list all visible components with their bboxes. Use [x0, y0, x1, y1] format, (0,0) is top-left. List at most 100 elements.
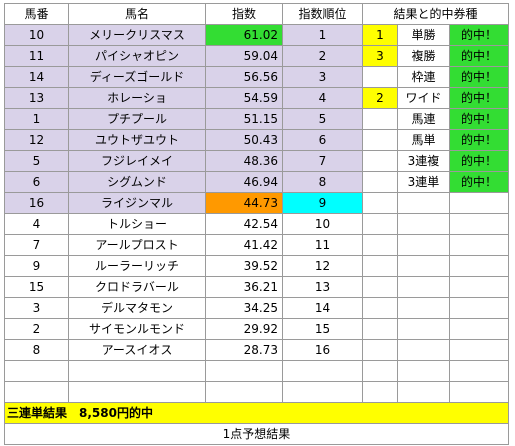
- cell-ticket[interactable]: 3連複: [397, 150, 450, 172]
- cell-umaban[interactable]: 12: [4, 129, 69, 151]
- cell-juni[interactable]: 1: [282, 24, 363, 46]
- cell-ticket[interactable]: 複勝: [397, 45, 450, 67]
- cell-rank-mark[interactable]: [362, 234, 398, 256]
- header-kekka[interactable]: 結果と的中券種: [362, 3, 509, 25]
- cell-shisu[interactable]: 36.21: [205, 276, 283, 298]
- cell-hit[interactable]: [449, 339, 509, 361]
- cell-rank-mark[interactable]: [362, 192, 398, 214]
- cell-juni[interactable]: 2: [282, 45, 363, 67]
- blank-cell[interactable]: [362, 360, 398, 382]
- cell-bamei[interactable]: ホレーショ: [68, 87, 206, 109]
- cell-shisu[interactable]: 44.73: [205, 192, 283, 214]
- cell-hit[interactable]: [449, 318, 509, 340]
- cell-umaban[interactable]: 10: [4, 24, 69, 46]
- cell-umaban[interactable]: 2: [4, 318, 69, 340]
- blank-cell[interactable]: [449, 360, 509, 382]
- cell-shisu[interactable]: 56.56: [205, 66, 283, 88]
- cell-umaban[interactable]: 14: [4, 66, 69, 88]
- cell-ticket[interactable]: [397, 234, 450, 256]
- cell-bamei[interactable]: サイモンルモンド: [68, 318, 206, 340]
- cell-juni[interactable]: 6: [282, 129, 363, 151]
- cell-rank-mark[interactable]: [362, 171, 398, 193]
- cell-shisu[interactable]: 48.36: [205, 150, 283, 172]
- cell-shisu[interactable]: 51.15: [205, 108, 283, 130]
- cell-rank-mark[interactable]: [362, 276, 398, 298]
- cell-shisu[interactable]: 42.54: [205, 213, 283, 235]
- cell-umaban[interactable]: 6: [4, 171, 69, 193]
- cell-juni[interactable]: 15: [282, 318, 363, 340]
- blank-cell[interactable]: [4, 360, 69, 382]
- cell-rank-mark[interactable]: [362, 255, 398, 277]
- cell-hit[interactable]: [449, 213, 509, 235]
- cell-umaban[interactable]: 15: [4, 276, 69, 298]
- cell-ticket[interactable]: [397, 318, 450, 340]
- cell-ticket[interactable]: ワイド: [397, 87, 450, 109]
- cell-shisu[interactable]: 54.59: [205, 87, 283, 109]
- cell-shisu[interactable]: 50.43: [205, 129, 283, 151]
- cell-hit[interactable]: [449, 276, 509, 298]
- cell-hit[interactable]: 的中！: [449, 150, 509, 172]
- blank-cell[interactable]: [205, 360, 283, 382]
- cell-rank-mark[interactable]: 2: [362, 87, 398, 109]
- cell-shisu[interactable]: 29.92: [205, 318, 283, 340]
- cell-hit[interactable]: [449, 255, 509, 277]
- cell-umaban[interactable]: 3: [4, 297, 69, 319]
- header-umaban[interactable]: 馬番: [4, 3, 69, 25]
- blank-cell[interactable]: [397, 360, 450, 382]
- cell-ticket[interactable]: [397, 192, 450, 214]
- cell-hit[interactable]: 的中！: [449, 87, 509, 109]
- cell-hit[interactable]: 的中！: [449, 129, 509, 151]
- blank-cell[interactable]: [68, 381, 206, 403]
- cell-juni[interactable]: 3: [282, 66, 363, 88]
- cell-juni[interactable]: 8: [282, 171, 363, 193]
- header-shisu[interactable]: 指数: [205, 3, 283, 25]
- blank-cell[interactable]: [362, 381, 398, 403]
- blank-cell[interactable]: [205, 381, 283, 403]
- cell-bamei[interactable]: ディーズゴールド: [68, 66, 206, 88]
- cell-ticket[interactable]: 馬単: [397, 129, 450, 151]
- blank-cell[interactable]: [4, 381, 69, 403]
- cell-rank-mark[interactable]: [362, 213, 398, 235]
- cell-bamei[interactable]: プチプール: [68, 108, 206, 130]
- header-juni[interactable]: 指数順位: [282, 3, 363, 25]
- cell-shisu[interactable]: 34.25: [205, 297, 283, 319]
- cell-umaban[interactable]: 13: [4, 87, 69, 109]
- cell-umaban[interactable]: 9: [4, 255, 69, 277]
- blank-cell[interactable]: [282, 381, 363, 403]
- cell-bamei[interactable]: ライジンマル: [68, 192, 206, 214]
- cell-juni[interactable]: 14: [282, 297, 363, 319]
- blank-cell[interactable]: [449, 381, 509, 403]
- cell-shisu[interactable]: 28.73: [205, 339, 283, 361]
- blank-cell[interactable]: [397, 381, 450, 403]
- cell-umaban[interactable]: 7: [4, 234, 69, 256]
- cell-umaban[interactable]: 5: [4, 150, 69, 172]
- cell-umaban[interactable]: 8: [4, 339, 69, 361]
- footer-caption[interactable]: 1点予想結果: [4, 423, 509, 445]
- cell-ticket[interactable]: 単勝: [397, 24, 450, 46]
- cell-juni[interactable]: 10: [282, 213, 363, 235]
- cell-shisu[interactable]: 59.04: [205, 45, 283, 67]
- blank-cell[interactable]: [68, 360, 206, 382]
- cell-rank-mark[interactable]: 1: [362, 24, 398, 46]
- cell-bamei[interactable]: メリークリスマス: [68, 24, 206, 46]
- cell-rank-mark[interactable]: [362, 318, 398, 340]
- cell-bamei[interactable]: デルマタモン: [68, 297, 206, 319]
- cell-bamei[interactable]: アースイオス: [68, 339, 206, 361]
- cell-juni[interactable]: 4: [282, 87, 363, 109]
- cell-rank-mark[interactable]: [362, 339, 398, 361]
- cell-rank-mark[interactable]: 3: [362, 45, 398, 67]
- cell-ticket[interactable]: [397, 255, 450, 277]
- cell-ticket[interactable]: [397, 297, 450, 319]
- cell-hit[interactable]: 的中！: [449, 171, 509, 193]
- cell-ticket[interactable]: 3連単: [397, 171, 450, 193]
- result-summary[interactable]: 三連単結果 8,580円的中: [4, 402, 509, 424]
- cell-hit[interactable]: 的中！: [449, 45, 509, 67]
- cell-rank-mark[interactable]: [362, 150, 398, 172]
- cell-bamei[interactable]: ルーラーリッチ: [68, 255, 206, 277]
- cell-rank-mark[interactable]: [362, 108, 398, 130]
- cell-ticket[interactable]: [397, 339, 450, 361]
- cell-shisu[interactable]: 46.94: [205, 171, 283, 193]
- cell-bamei[interactable]: フジレイメイ: [68, 150, 206, 172]
- cell-bamei[interactable]: アールプロスト: [68, 234, 206, 256]
- cell-rank-mark[interactable]: [362, 66, 398, 88]
